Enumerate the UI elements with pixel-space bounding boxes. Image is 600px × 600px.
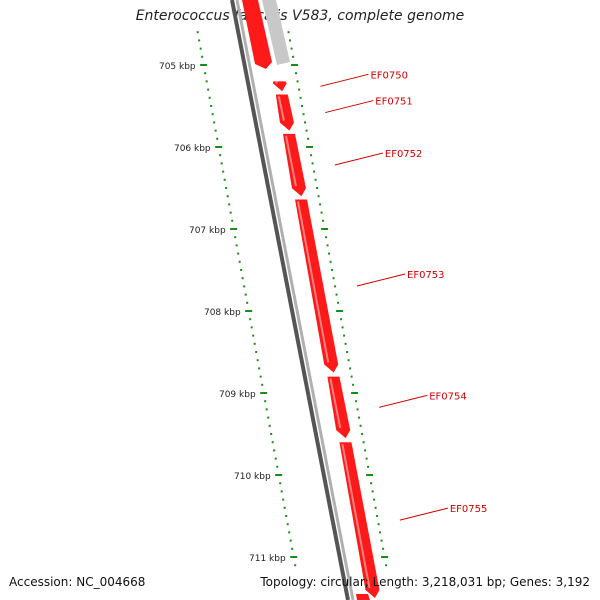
gene-leader-line (325, 100, 374, 114)
genome-summary: Topology: circular; Length: 3,218,031 bp… (260, 575, 590, 589)
gene-leader-line (399, 507, 448, 521)
gene-label[interactable]: EF0750 (370, 70, 408, 81)
gene-fragment-top (242, 0, 272, 69)
gene-highlight (329, 378, 342, 429)
gene-labels: EF0750 EF0751 EF0752 EF0753 EF0754 EF0755 (320, 70, 488, 521)
gene-leader-line (379, 394, 428, 408)
backbone-highlight (235, 0, 355, 600)
tick-label: 706 kbp (174, 144, 211, 154)
gene-leader-line (334, 152, 384, 166)
genome-backbone (230, 0, 355, 600)
gene-label[interactable]: EF0751 (375, 97, 413, 108)
gene-highlight (285, 135, 297, 187)
gene-highlight (341, 444, 371, 589)
tick-label: 708 kbp (204, 308, 241, 318)
gene-label[interactable]: EF0753 (407, 270, 445, 281)
gene-highlight (297, 201, 330, 363)
tick-label: 711 kbp (249, 554, 286, 564)
grey-gene-feature (262, 0, 290, 65)
genome-title: Enterococcus faecalis V583, complete gen… (135, 8, 465, 24)
gene-features (242, 0, 380, 600)
tick-label: 707 kbp (189, 226, 226, 236)
tick-label: 705 kbp (159, 62, 196, 72)
tick-label: 710 kbp (234, 472, 271, 482)
gene-label[interactable]: EF0755 (450, 504, 488, 515)
gene-leader-line (356, 273, 406, 287)
previous-gene-strand (262, 0, 290, 65)
gene-fragment-bottom (356, 594, 370, 600)
backbone-line (230, 0, 350, 600)
gene-ef0750[interactable] (272, 81, 287, 92)
gene-label[interactable]: EF0754 (429, 391, 467, 402)
kbp-ticks: 705 kbp 706 kbp 707 kbp 708 kbp 709 kbp 710 k… (159, 31, 389, 567)
gene-label[interactable]: EF0752 (385, 149, 423, 160)
gene-highlight (277, 96, 285, 121)
tick-label: 709 kbp (219, 390, 256, 400)
accession-label: Accession: NC_004668 (9, 575, 146, 589)
gene-leader-line (320, 73, 369, 87)
